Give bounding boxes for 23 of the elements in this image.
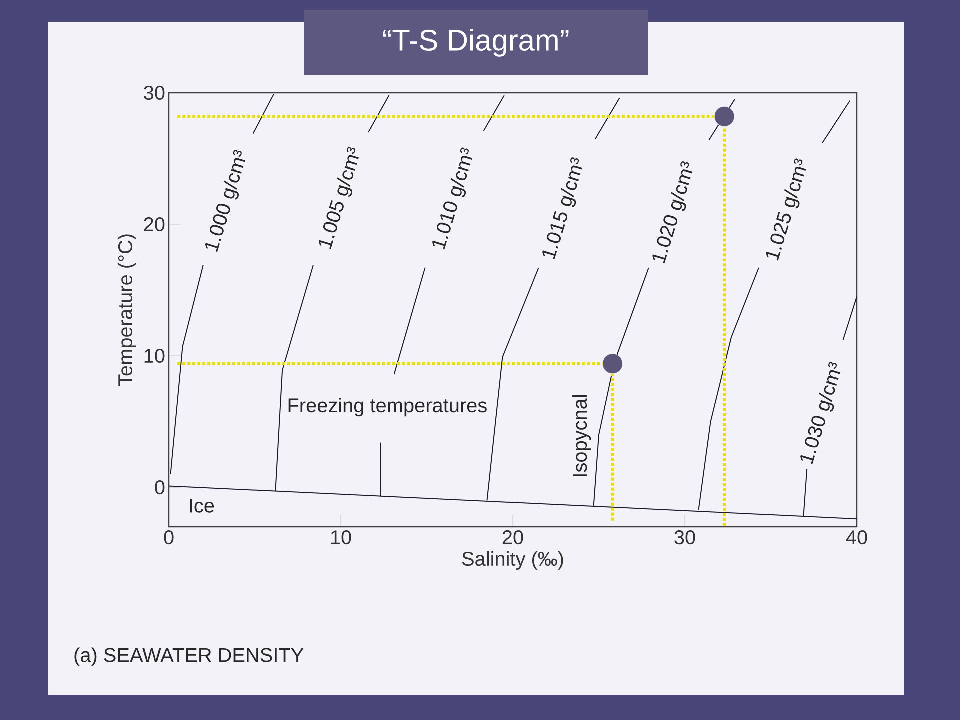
chart-title: “T-S Diagram” bbox=[383, 29, 569, 57]
y-axis-title: Temperature (°C) bbox=[118, 234, 136, 386]
text: 1.030 g/cm³ bbox=[800, 362, 841, 464]
x-axis-title: Salinity (‰) bbox=[462, 551, 564, 570]
text: 1.000 g/cm³ bbox=[205, 150, 246, 252]
text: 1.025 g/cm³ bbox=[766, 158, 806, 261]
text: 1.015 g/cm³ bbox=[542, 158, 583, 260]
text: 1.020 g/cm³ bbox=[652, 162, 693, 264]
annotation: Freezing temperatures bbox=[288, 398, 487, 417]
annotation: Isopycnal bbox=[572, 395, 592, 476]
y-tick-label: 20 bbox=[144, 217, 165, 232]
x-tick-label: 30 bbox=[674, 530, 696, 545]
x-tick-label: 10 bbox=[331, 530, 352, 545]
y-tick-label: 10 bbox=[144, 348, 165, 364]
x-tick-label: 20 bbox=[502, 530, 524, 545]
text: (a) SEAWATER DENSITY bbox=[74, 648, 304, 666]
annotation: Ice bbox=[190, 498, 214, 513]
x-tick-label: 40 bbox=[846, 530, 868, 545]
y-tick-label: 30 bbox=[144, 86, 165, 100]
y-tick-label: 0 bbox=[155, 480, 165, 495]
text: 1.010 g/cm³ bbox=[432, 148, 473, 250]
text: 1.005 g/cm³ bbox=[318, 147, 359, 250]
x-tick-label: 0 bbox=[164, 530, 174, 545]
